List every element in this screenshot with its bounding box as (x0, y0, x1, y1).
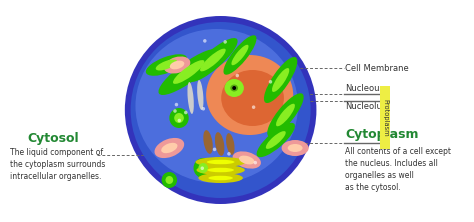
Text: Cell Membrane: Cell Membrane (346, 63, 409, 73)
Ellipse shape (158, 49, 219, 95)
Text: The liquid component of
the cytoplasm surrounds
intracellular organelles.: The liquid component of the cytoplasm su… (9, 148, 105, 181)
Circle shape (223, 40, 227, 44)
Ellipse shape (195, 157, 246, 167)
Ellipse shape (131, 22, 310, 198)
Ellipse shape (276, 104, 295, 126)
Circle shape (269, 80, 272, 84)
Ellipse shape (272, 68, 289, 92)
Ellipse shape (256, 123, 295, 157)
Circle shape (178, 119, 181, 122)
Circle shape (201, 166, 204, 170)
Ellipse shape (223, 35, 256, 75)
Ellipse shape (288, 144, 302, 152)
Ellipse shape (164, 56, 191, 73)
Circle shape (254, 161, 257, 165)
Ellipse shape (203, 130, 213, 154)
Circle shape (174, 113, 184, 123)
Ellipse shape (173, 60, 204, 84)
Text: Cytoplasm: Cytoplasm (346, 128, 419, 141)
Ellipse shape (196, 165, 245, 175)
Text: All contents of a cell except
the nucleus. Includes all
organelles as well
as th: All contents of a cell except the nucleu… (346, 147, 451, 192)
Ellipse shape (200, 49, 226, 71)
Circle shape (213, 148, 216, 151)
Text: Cytosol: Cytosol (27, 131, 79, 145)
Circle shape (162, 172, 177, 188)
Ellipse shape (264, 57, 297, 103)
Ellipse shape (125, 16, 317, 204)
Circle shape (232, 86, 236, 90)
Ellipse shape (230, 85, 238, 91)
Circle shape (175, 103, 178, 106)
Circle shape (236, 74, 239, 77)
Circle shape (169, 108, 189, 128)
Ellipse shape (226, 133, 235, 155)
Circle shape (252, 105, 255, 109)
Ellipse shape (239, 156, 255, 165)
Bar (380, 86, 390, 149)
Ellipse shape (282, 140, 309, 156)
Text: Nucleous: Nucleous (346, 84, 384, 93)
Text: Nucleolus: Nucleolus (346, 102, 387, 111)
Ellipse shape (206, 55, 293, 135)
Ellipse shape (170, 61, 184, 69)
Ellipse shape (207, 168, 234, 172)
Ellipse shape (146, 54, 187, 76)
Circle shape (173, 109, 177, 113)
Ellipse shape (231, 45, 248, 65)
Ellipse shape (267, 93, 304, 137)
Circle shape (201, 107, 205, 111)
Circle shape (165, 176, 173, 184)
Ellipse shape (161, 143, 177, 153)
Ellipse shape (215, 132, 224, 156)
Ellipse shape (136, 29, 298, 183)
Ellipse shape (197, 80, 203, 110)
Ellipse shape (156, 59, 177, 71)
Ellipse shape (199, 173, 243, 183)
Ellipse shape (187, 82, 194, 114)
Circle shape (199, 163, 208, 173)
Ellipse shape (221, 70, 284, 126)
Circle shape (184, 111, 188, 114)
Circle shape (203, 39, 207, 43)
Ellipse shape (233, 151, 261, 169)
Circle shape (227, 152, 231, 156)
Circle shape (193, 158, 213, 178)
Text: Protoplasm: Protoplasm (382, 99, 388, 136)
Ellipse shape (188, 38, 237, 82)
Ellipse shape (155, 138, 184, 158)
Ellipse shape (266, 131, 286, 149)
Ellipse shape (207, 160, 235, 164)
Ellipse shape (209, 176, 233, 180)
Ellipse shape (225, 79, 244, 97)
